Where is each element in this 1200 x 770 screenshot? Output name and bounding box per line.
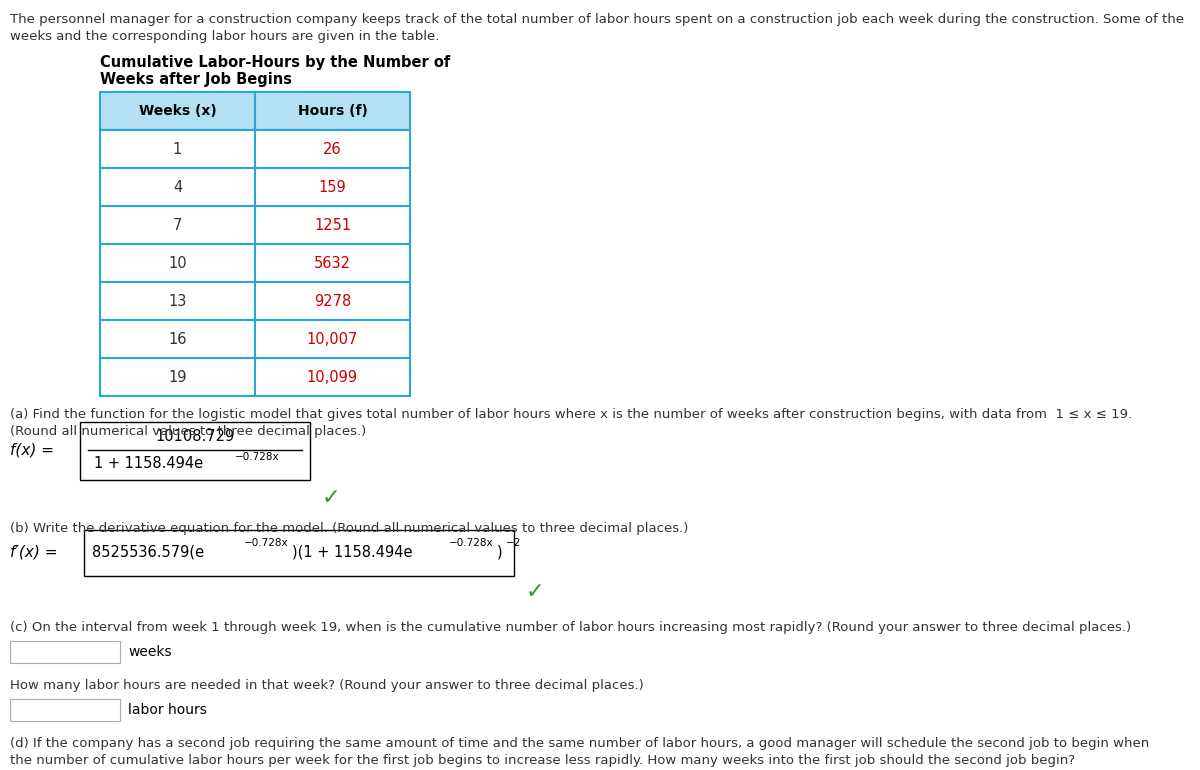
- Text: 10: 10: [168, 256, 187, 270]
- Text: Weeks (x): Weeks (x): [139, 104, 216, 118]
- Bar: [256, 206, 410, 244]
- Text: (b) Write the derivative equation for the model. (Round all numerical values to : (b) Write the derivative equation for th…: [10, 522, 689, 535]
- Text: (Round all numerical values to three decimal places.): (Round all numerical values to three dec…: [10, 425, 366, 438]
- Text: 1 + 1158.494e: 1 + 1158.494e: [94, 457, 203, 471]
- Text: (d) If the company has a second job requiring the same amount of time and the sa: (d) If the company has a second job requ…: [10, 737, 1150, 750]
- Bar: [100, 206, 256, 244]
- Bar: [256, 358, 410, 396]
- Text: ✓: ✓: [526, 582, 545, 602]
- Text: −0.728x: −0.728x: [449, 538, 493, 548]
- Bar: [100, 244, 256, 282]
- Bar: [256, 168, 410, 206]
- Text: −2: −2: [506, 538, 521, 548]
- Text: weeks and the corresponding labor hours are given in the table.: weeks and the corresponding labor hours …: [10, 30, 439, 43]
- Text: ✓: ✓: [322, 488, 341, 508]
- Bar: [10, 641, 120, 663]
- Bar: [100, 320, 256, 358]
- Text: 5632: 5632: [314, 256, 352, 270]
- Text: 8525536.579(e: 8525536.579(e: [92, 544, 204, 560]
- Text: (c) On the interval from week 1 through week 19, when is the cumulative number o: (c) On the interval from week 1 through …: [10, 621, 1132, 634]
- Text: the number of cumulative labor hours per week for the first job begins to increa: the number of cumulative labor hours per…: [10, 754, 1075, 767]
- Bar: [100, 358, 256, 396]
- Text: 26: 26: [323, 142, 342, 156]
- Bar: [100, 168, 256, 206]
- Text: The personnel manager for a construction company keeps track of the total number: The personnel manager for a construction…: [10, 13, 1184, 26]
- Text: weeks: weeks: [128, 645, 172, 659]
- Bar: [10, 699, 120, 721]
- Text: Cumulative Labor-Hours by the Number of: Cumulative Labor-Hours by the Number of: [100, 55, 450, 70]
- Text: ): ): [497, 544, 503, 560]
- Bar: [100, 130, 256, 168]
- Bar: [256, 320, 410, 358]
- Bar: [256, 244, 410, 282]
- Text: 4: 4: [173, 179, 182, 195]
- Text: 1251: 1251: [314, 217, 352, 233]
- Text: 10108.729: 10108.729: [155, 429, 235, 444]
- Bar: [256, 92, 410, 130]
- Bar: [80, 422, 310, 480]
- Text: 9278: 9278: [314, 293, 352, 309]
- Text: (a) Find the function for the logistic model that gives total number of labor ho: (a) Find the function for the logistic m…: [10, 408, 1132, 421]
- Text: Hours (f): Hours (f): [298, 104, 367, 118]
- Text: 10,007: 10,007: [307, 332, 358, 346]
- Text: )(1 + 1158.494e: )(1 + 1158.494e: [292, 544, 413, 560]
- Text: 159: 159: [319, 179, 347, 195]
- Text: 13: 13: [168, 293, 187, 309]
- Text: Weeks after Job Begins: Weeks after Job Begins: [100, 72, 292, 87]
- Bar: [256, 282, 410, 320]
- Text: −0.728x: −0.728x: [244, 538, 289, 548]
- Text: 16: 16: [168, 332, 187, 346]
- Text: 7: 7: [173, 217, 182, 233]
- Text: −0.728x: −0.728x: [235, 452, 280, 462]
- Bar: [256, 130, 410, 168]
- Text: labor hours: labor hours: [128, 703, 206, 717]
- Text: f(x) =: f(x) =: [10, 443, 54, 457]
- Bar: [100, 282, 256, 320]
- Bar: [100, 92, 256, 130]
- Text: 19: 19: [168, 370, 187, 384]
- Bar: [84, 530, 514, 576]
- Text: f′(x) =: f′(x) =: [10, 544, 58, 560]
- Text: How many labor hours are needed in that week? (Round your answer to three decima: How many labor hours are needed in that …: [10, 679, 643, 692]
- Text: 10,099: 10,099: [307, 370, 358, 384]
- Text: 1: 1: [173, 142, 182, 156]
